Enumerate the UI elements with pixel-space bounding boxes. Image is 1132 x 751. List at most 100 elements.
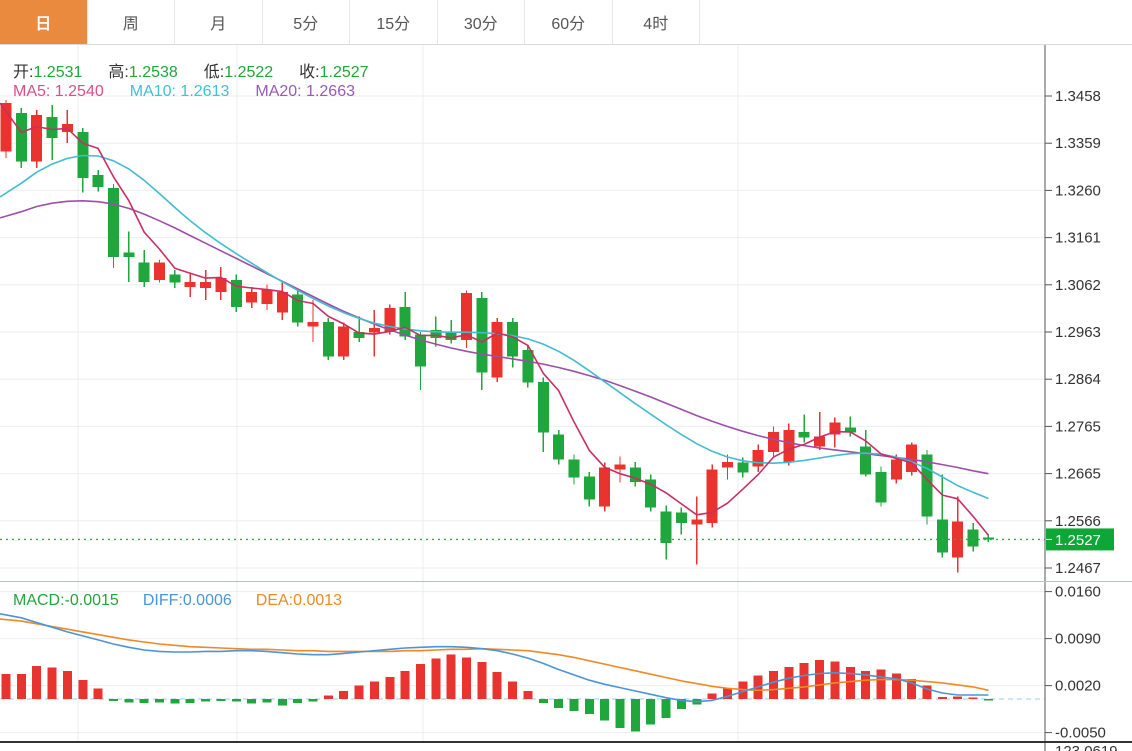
candle-body: [184, 281, 196, 287]
candle-body: [675, 512, 687, 523]
candle-body: [491, 321, 503, 378]
macd-bar: [784, 666, 794, 700]
candle-body: [292, 294, 304, 323]
macd-bar: [646, 699, 656, 725]
ma5-line: [0, 102, 990, 536]
tab-4时[interactable]: 4时: [612, 0, 700, 44]
macd-bar: [600, 699, 610, 721]
macd-axis-label: 0.0160: [1055, 584, 1101, 601]
tab-周[interactable]: 周: [87, 0, 175, 44]
candle-body: [384, 307, 396, 332]
candle-body: [906, 444, 918, 472]
macd-bar: [277, 699, 287, 706]
candle-body: [307, 321, 319, 327]
candle-body: [967, 529, 979, 547]
candle-body: [814, 436, 826, 447]
candle-body: [476, 297, 488, 373]
candle-body: [829, 422, 841, 435]
candle-body: [921, 454, 933, 517]
macd-bar: [769, 670, 778, 700]
macd-bar: [876, 669, 886, 700]
candle-body: [783, 429, 795, 462]
macd-bar: [93, 688, 103, 700]
macd-bar: [216, 699, 226, 702]
macd-bar: [415, 664, 425, 700]
macd-bar: [815, 660, 825, 700]
macd-bar: [799, 662, 809, 700]
candle-body: [583, 476, 595, 500]
macd-chart[interactable]: 0.0160 0.0090 0.0020 -0.0050123.0619: [0, 582, 1132, 751]
candle-body: [200, 281, 212, 288]
candle-body: [936, 519, 948, 553]
price-axis-label: 1.2963: [1055, 324, 1101, 341]
candle-body: [461, 293, 472, 340]
macd-bar: [569, 699, 579, 712]
candle-body: [860, 446, 872, 475]
candle-body: [737, 462, 749, 473]
price-axis-label: 1.3260: [1055, 182, 1101, 199]
candle-body: [568, 459, 580, 478]
macd-bar: [891, 673, 901, 700]
macd-bar: [47, 667, 57, 700]
macd-bar: [523, 690, 533, 700]
macd-bar: [155, 699, 164, 703]
macd-bar: [845, 666, 855, 700]
candle-body: [123, 252, 135, 257]
tab-60分[interactable]: 60分: [525, 0, 613, 44]
macd-bar: [400, 670, 410, 700]
price-axis-label: 1.2765: [1055, 418, 1101, 435]
tab-15分[interactable]: 15分: [350, 0, 438, 44]
candle-body: [952, 521, 964, 558]
price-axis-label: 1.3458: [1055, 88, 1101, 105]
candle-body: [798, 431, 810, 438]
macd-bar: [185, 699, 195, 704]
macd-bar: [62, 670, 72, 700]
price-axis-label: 1.3359: [1055, 135, 1101, 152]
candle-body: [445, 332, 457, 340]
macd-bar: [953, 696, 963, 700]
macd-bar: [369, 681, 379, 700]
candle-body: [599, 467, 611, 507]
macd-bar: [492, 672, 502, 700]
candle-body: [107, 187, 119, 257]
candle-body: [92, 175, 104, 187]
price-axis-label: 1.2566: [1055, 513, 1101, 530]
candle-body: [537, 381, 549, 433]
candle-body: [261, 289, 273, 305]
macd-bar: [462, 657, 471, 700]
timeframe-tabbar: 日周月 5分 15分 30分 60分 4时: [0, 0, 1132, 45]
macd-bar: [16, 674, 26, 700]
macd-bar: [308, 699, 318, 702]
candle-body: [322, 321, 334, 357]
candle-body: [368, 327, 380, 333]
tab-30分[interactable]: 30分: [437, 0, 525, 44]
macd-bar: [323, 695, 333, 700]
macd-bar: [707, 693, 717, 700]
tab-5分[interactable]: 5分: [262, 0, 350, 44]
macd-bar: [538, 699, 548, 704]
macd-bar: [983, 699, 993, 701]
macd-bar: [201, 699, 211, 702]
candle-body: [553, 434, 565, 460]
candlestick-chart[interactable]: 1.3458 1.3359 1.3260 1.3161 1.3062 1.2963 1.28…: [0, 45, 1132, 581]
candle-body: [890, 459, 902, 480]
macd-bar: [615, 699, 625, 728]
clipped-axis-label: 123.0619: [1055, 743, 1118, 751]
macd-bar: [861, 670, 871, 700]
macd-bar: [830, 661, 840, 700]
macd-axis-label: 0.0020: [1055, 678, 1101, 695]
macd-bar: [722, 688, 732, 700]
candle-body: [721, 461, 733, 468]
macd-bar: [431, 658, 441, 700]
macd-bar: [968, 697, 978, 700]
macd-bar: [247, 699, 257, 704]
macd-bar: [385, 676, 395, 700]
candle-body: [706, 469, 718, 523]
macd-bar: [584, 699, 594, 714]
ma20-line: [0, 200, 989, 475]
tab-月[interactable]: 月: [175, 0, 263, 44]
tab-日[interactable]: 日: [0, 0, 88, 44]
macd-bar: [630, 699, 640, 732]
candle-body: [169, 274, 181, 283]
